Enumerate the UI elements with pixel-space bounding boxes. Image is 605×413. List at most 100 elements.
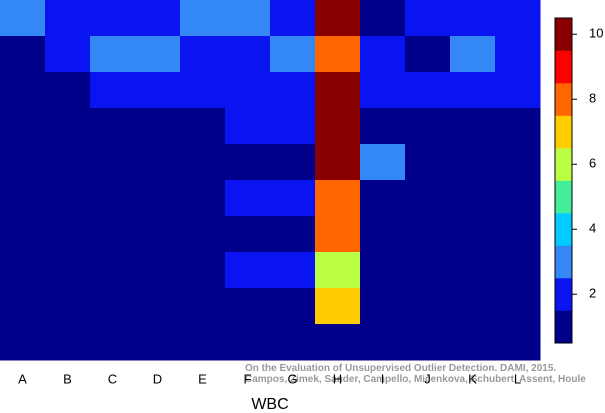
heatmap-cell (495, 36, 541, 73)
x-tick-label: D (153, 371, 162, 386)
heatmap-cell (450, 0, 496, 37)
heatmap-cell (135, 0, 181, 37)
colorbar-swatch (555, 148, 572, 181)
heatmap-cell (180, 144, 226, 181)
heatmap-cell (225, 180, 271, 217)
heatmap-cell (405, 0, 451, 37)
heatmap-cell (315, 0, 361, 37)
heatmap-cell (405, 288, 451, 325)
heatmap-cell (315, 36, 361, 73)
heatmap-cell (450, 144, 496, 181)
colorbar-tick-label: 8 (589, 91, 596, 106)
heatmap-cell (0, 252, 46, 289)
heatmap-cell (225, 0, 271, 37)
heatmap-cell (495, 288, 541, 325)
heatmap-cell (360, 216, 406, 253)
heatmap-cell (225, 108, 271, 145)
heatmap-cell (135, 72, 181, 109)
heatmap-cell (135, 36, 181, 73)
heatmap-cell (495, 108, 541, 145)
colorbar-swatch (555, 278, 572, 311)
x-tick-label: J (424, 371, 431, 386)
heatmap-cell (360, 252, 406, 289)
heatmap-cell (225, 252, 271, 289)
heatmap-cell (225, 72, 271, 109)
heatmap-cell (405, 144, 451, 181)
heatmap-cell (360, 144, 406, 181)
heatmap-cell (0, 216, 46, 253)
heatmap-cell (90, 72, 136, 109)
colorbar-swatch (555, 50, 572, 84)
heatmap-cell (0, 324, 46, 361)
heatmap-cell (495, 324, 541, 361)
heatmap-cell (45, 0, 91, 37)
heatmap-cell (495, 144, 541, 181)
heatmap-cell (0, 72, 46, 109)
heatmap-cell (405, 324, 451, 361)
heatmap-cell (0, 0, 46, 37)
heatmap-cell (270, 36, 316, 73)
heatmap-cell (450, 72, 496, 109)
heatmap-cell (225, 144, 271, 181)
heatmap-cell (495, 252, 541, 289)
heatmap-cell (270, 72, 316, 109)
x-axis-label: WBC (251, 396, 288, 413)
heatmap-cell (45, 216, 91, 253)
heatmap-cell (495, 72, 541, 109)
heatmap-cell (360, 180, 406, 217)
heatmap-cell (135, 180, 181, 217)
heatmap-cell (90, 180, 136, 217)
heatmap-cell (315, 288, 361, 325)
x-tick-label: E (198, 371, 207, 386)
heatmap-cell (180, 180, 226, 217)
colorbar-swatch (555, 83, 572, 116)
heatmap-cell (135, 216, 181, 253)
heatmap-cell (180, 216, 226, 253)
heatmap-cell (225, 288, 271, 325)
heatmap-cell (270, 288, 316, 325)
annotation: Campos, Zimek, Sander, Campello, Micenko… (245, 374, 586, 385)
heatmap-cell (45, 108, 91, 145)
heatmap-cell (45, 36, 91, 73)
heatmap-cell (0, 36, 46, 73)
heatmap-cell (180, 252, 226, 289)
heatmap-cell (315, 144, 361, 181)
heatmap-cell (360, 72, 406, 109)
x-tick-label: H (333, 371, 342, 386)
heatmap-cell (90, 324, 136, 361)
heatmap-cell (405, 252, 451, 289)
colorbar-swatch (555, 310, 572, 344)
x-tick-label: C (108, 371, 117, 386)
heatmap-cell (45, 288, 91, 325)
heatmap-cell (180, 108, 226, 145)
heatmap-cell (495, 180, 541, 217)
heatmap-cell (180, 36, 226, 73)
heatmap-cell (90, 0, 136, 37)
heatmap-cell (405, 108, 451, 145)
heatmap-cell (45, 252, 91, 289)
colorbar-tick-label: 4 (589, 221, 596, 236)
colorbar-tick-label: 6 (589, 156, 596, 171)
heatmap-cell (270, 0, 316, 37)
heatmap-cell (0, 180, 46, 217)
x-tick-label: G (287, 371, 297, 386)
heatmap-cell (45, 144, 91, 181)
heatmap-cell (495, 216, 541, 253)
x-tick-label: B (63, 371, 72, 386)
heatmap-cell (270, 180, 316, 217)
heatmap-cell (360, 36, 406, 73)
heatmap-cell (315, 108, 361, 145)
heatmap-cell (270, 252, 316, 289)
x-tick-label: K (468, 371, 477, 386)
colorbar-swatch (555, 180, 572, 214)
heatmap-cell (450, 36, 496, 73)
heatmap-cell (45, 180, 91, 217)
heatmap-cell (45, 324, 91, 361)
heatmap-cell (135, 108, 181, 145)
colorbar-tick-label: 10 (589, 26, 603, 41)
heatmap-cell (135, 144, 181, 181)
colorbar-frame (554, 17, 573, 344)
colorbar-tick-label: 2 (589, 286, 596, 301)
heatmap-cell (180, 324, 226, 361)
